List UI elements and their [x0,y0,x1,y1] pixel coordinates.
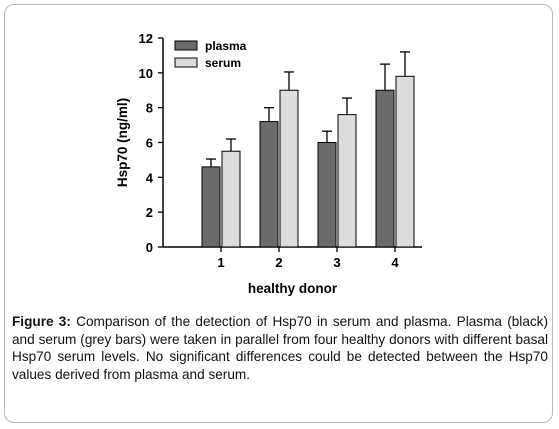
caption-text: Comparison of the detection of Hsp70 in … [12,314,549,382]
bar-serum-4 [395,75,415,248]
x-tick-label: 1 [217,255,224,270]
bar-serum-2 [279,89,299,248]
y-tick-label: 6 [146,136,153,151]
y-tick-label: 2 [146,205,153,220]
y-tick-label: 12 [139,31,153,46]
bar-plasma-1 [201,166,221,248]
bar-serum-1 [221,150,241,248]
y-tick-label: 8 [146,101,153,116]
bar-plasma-2 [259,121,279,248]
x-tick-label: 3 [333,255,340,270]
bar-plasma-4 [375,89,395,248]
x-tick-label: 2 [275,255,282,270]
legend-label-plasma: plasma [205,39,247,53]
legend-swatch-plasma [174,40,198,51]
legend-label-serum: serum [205,56,241,70]
y-tick-label: 4 [146,170,154,185]
legend-swatch-serum [174,57,198,68]
bar-plasma-3 [317,142,337,248]
figure-caption: Figure 3: Comparison of the detection of… [12,313,548,383]
figure-label: Figure 3: [12,314,71,329]
x-tick-label: 4 [391,255,399,270]
y-axis-label: Hsp70 (ng/ml) [115,98,130,187]
x-axis-label: healthy donor [248,281,338,296]
y-tick-label: 0 [146,240,153,255]
bar-serum-3 [337,114,357,248]
y-tick-label: 10 [139,66,153,81]
